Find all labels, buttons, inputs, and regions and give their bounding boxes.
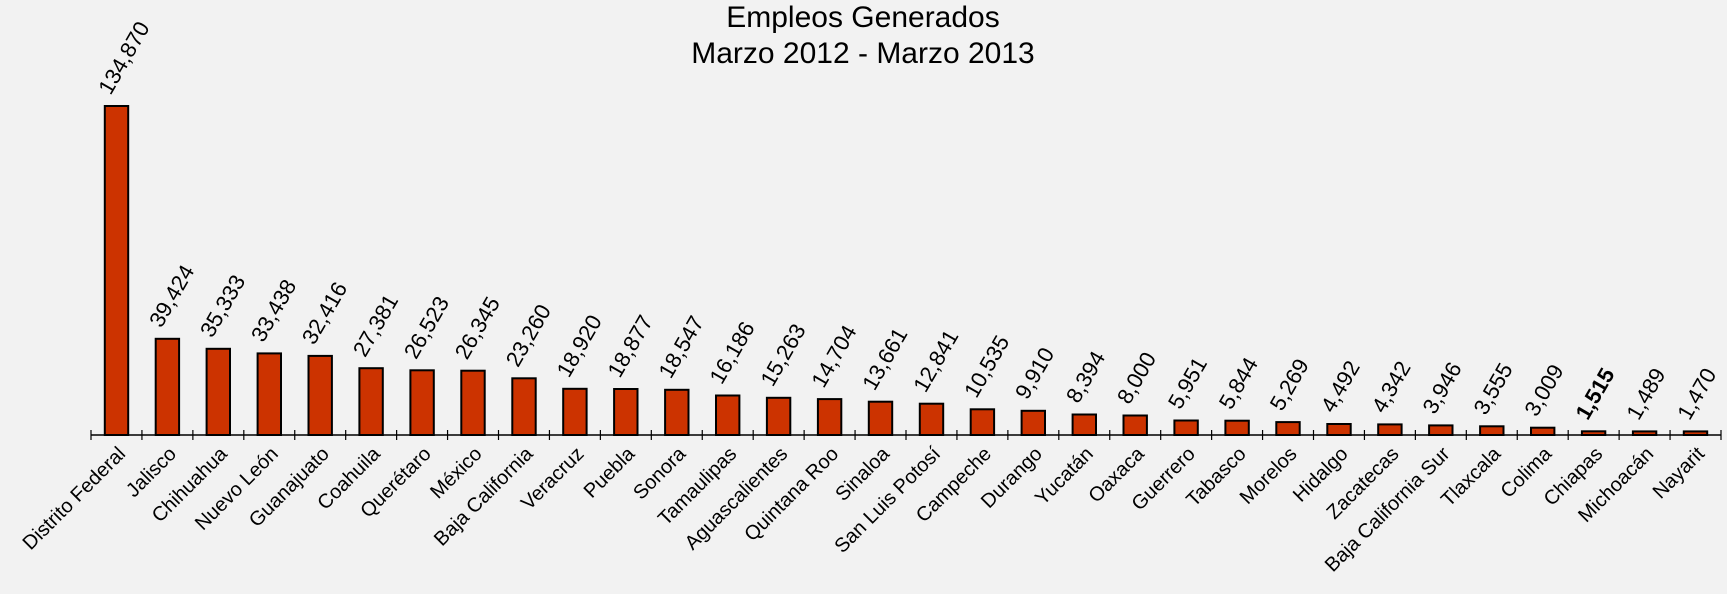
data-label: 18,877 xyxy=(602,311,657,382)
data-label: 3,555 xyxy=(1468,359,1517,419)
data-label: 18,547 xyxy=(653,312,708,383)
bar xyxy=(1326,423,1352,436)
bar xyxy=(1580,430,1607,436)
bar xyxy=(205,347,232,436)
bar xyxy=(1530,426,1556,437)
bar xyxy=(918,402,945,437)
data-label: 5,269 xyxy=(1265,354,1314,414)
bar xyxy=(613,388,639,436)
bar xyxy=(816,398,843,437)
data-label: 1,489 xyxy=(1621,364,1670,424)
data-label: 26,523 xyxy=(399,292,454,363)
bar xyxy=(1377,423,1403,436)
x-tick-label: Morelos xyxy=(1236,443,1302,509)
x-tick-label: Puebla xyxy=(580,442,640,502)
bar xyxy=(1682,430,1709,436)
bar xyxy=(307,354,333,436)
bar xyxy=(409,369,435,436)
data-label: 9,910 xyxy=(1010,343,1059,403)
data-label: 134,870 xyxy=(93,17,154,98)
chart-subtitle: Marzo 2012 - Marzo 2013 xyxy=(691,37,1035,70)
data-label: 18,920 xyxy=(552,311,607,382)
bar xyxy=(1631,430,1658,436)
data-label: 15,263 xyxy=(755,320,810,391)
data-label: 1,470 xyxy=(1672,364,1721,424)
data-label: 35,333 xyxy=(195,271,250,342)
bar xyxy=(1275,421,1301,437)
bar xyxy=(867,400,894,437)
bar xyxy=(1173,419,1199,436)
chart-title: Empleos Generados xyxy=(726,1,1000,34)
bar xyxy=(969,408,996,436)
bar xyxy=(1071,413,1097,436)
bar xyxy=(1479,425,1505,436)
x-tick-label: Nayarit xyxy=(1649,443,1710,504)
data-label: 8,394 xyxy=(1061,347,1110,407)
bar xyxy=(1020,409,1046,436)
x-tick-label: Distrito Federal xyxy=(19,443,130,554)
bar xyxy=(562,387,588,436)
data-label: 23,260 xyxy=(501,300,556,371)
data-label: 4,492 xyxy=(1316,356,1365,416)
data-label: 32,416 xyxy=(297,278,352,349)
bar xyxy=(154,337,181,436)
data-label: 3,009 xyxy=(1519,360,1568,420)
data-label: 39,424 xyxy=(144,261,199,332)
data-label: 13,661 xyxy=(857,323,912,394)
bar xyxy=(511,377,537,436)
data-label: 12,841 xyxy=(908,325,963,396)
bar xyxy=(358,367,384,437)
data-label: 8,000 xyxy=(1112,348,1161,408)
bar xyxy=(765,396,792,436)
bar xyxy=(256,352,283,436)
bar xyxy=(103,105,130,436)
data-label: 10,535 xyxy=(959,331,1014,402)
bar xyxy=(1122,414,1148,436)
bar xyxy=(1428,424,1454,436)
bar xyxy=(664,388,690,436)
bar xyxy=(460,369,486,437)
data-label: 3,946 xyxy=(1417,358,1466,418)
data-label: 1,515 xyxy=(1570,364,1619,424)
data-label: 33,438 xyxy=(246,275,301,346)
data-label: 26,345 xyxy=(450,292,505,363)
data-label: 5,951 xyxy=(1163,353,1212,413)
data-label: 5,844 xyxy=(1214,353,1263,413)
bar xyxy=(1224,419,1250,437)
data-label: 14,704 xyxy=(806,321,861,392)
data-label: 16,186 xyxy=(704,317,759,388)
data-label: 27,381 xyxy=(348,290,403,361)
bar xyxy=(715,394,741,436)
data-label: 4,342 xyxy=(1367,357,1416,417)
